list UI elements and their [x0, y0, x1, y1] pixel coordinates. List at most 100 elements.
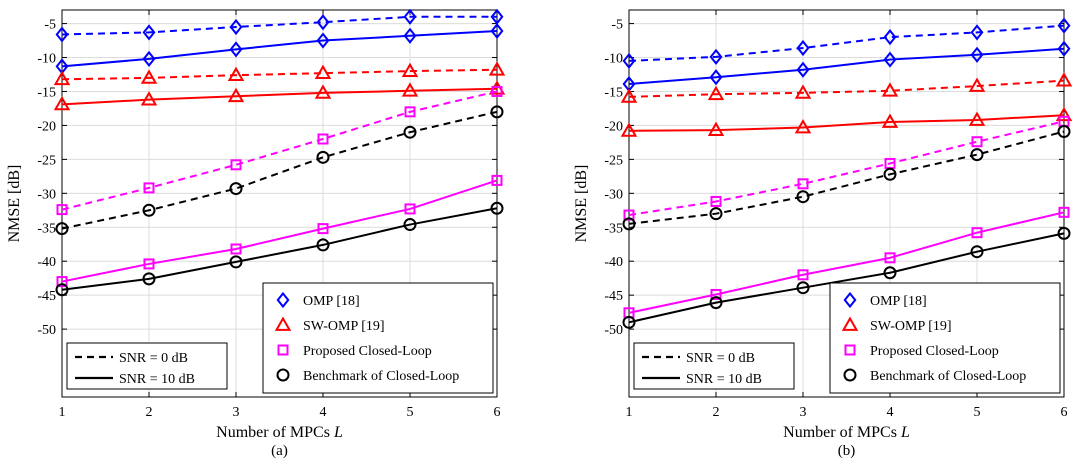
data-point-omp	[1057, 40, 1071, 57]
data-point-swomp	[1055, 72, 1073, 87]
data-point-swomp	[227, 66, 245, 82]
data-point-swomp	[140, 91, 158, 106]
x-tick-label: 6	[494, 405, 501, 420]
data-point-swomp	[488, 61, 506, 76]
data-point-omp	[55, 26, 69, 43]
data-point-benchmark	[55, 222, 69, 236]
legend-marker-swomp	[841, 316, 859, 331]
legend-label-proposed: Proposed Closed-Loop	[870, 344, 999, 359]
legend-methods: OMP [18] SW-OMP [19] Proposed Closed-Loop B…	[262, 282, 494, 394]
data-point-swomp	[881, 113, 899, 128]
legend-label-proposed: Proposed Closed-Loop	[303, 344, 432, 359]
series-line-swomp-snr0	[628, 79, 1065, 98]
data-point-proposed	[971, 227, 983, 239]
series-line-omp-snr0	[61, 15, 497, 36]
legend-snr-label: SNR = 10 dB	[686, 372, 762, 387]
data-point-swomp	[620, 122, 638, 137]
y-tick-label: -10	[37, 52, 56, 67]
data-point-omp	[403, 8, 417, 25]
series-group	[53, 8, 506, 297]
series-line-benchmark-snr10	[628, 232, 1065, 324]
y-tick-label: -45	[37, 289, 56, 304]
data-point-benchmark	[1057, 226, 1071, 240]
x-tick-label: 1	[59, 405, 66, 420]
data-point-benchmark	[142, 272, 156, 286]
x-tick-label: 5	[407, 405, 414, 420]
y-tick-label: -40	[604, 255, 623, 270]
legend-label-swomp: SW-OMP [19]	[303, 319, 385, 334]
plot-frame	[628, 9, 1065, 398]
series-line-swomp-snr10	[61, 87, 498, 106]
y-tick-label: -45	[604, 289, 623, 304]
data-point-benchmark	[970, 148, 984, 162]
data-point-swomp	[314, 84, 332, 99]
data-point-benchmark	[622, 217, 636, 231]
data-point-proposed	[971, 136, 983, 148]
data-point-benchmark	[229, 182, 243, 196]
legend-label-benchmark: Benchmark of Closed-Loop	[303, 369, 459, 384]
x-tick-label: 1	[626, 405, 633, 420]
panel-b: 1 2 3 4 5 6 -5 -10 -15 -20 -25 -30 -35 -40 -45 -50 Numbe…	[573, 9, 1073, 459]
legend-methods-box	[829, 282, 1061, 394]
data-point-swomp	[314, 64, 332, 80]
x-axis-label: Number of MPCs L	[783, 424, 910, 441]
data-point-benchmark	[796, 190, 810, 204]
data-point-swomp	[881, 82, 899, 97]
y-tick-label: -35	[604, 221, 623, 236]
data-point-omp	[709, 48, 723, 65]
legend-marker-proposed	[844, 344, 856, 356]
series-line-swomp-snr10	[628, 114, 1065, 132]
data-point-omp	[796, 39, 810, 57]
legend-label-swomp: SW-OMP [19]	[870, 319, 952, 334]
data-point-swomp	[53, 95, 71, 111]
x-tick-label: 3	[800, 405, 807, 420]
legend-label-omp: OMP [18]	[870, 294, 927, 309]
data-point-benchmark	[490, 105, 504, 119]
y-tick-label: -15	[604, 85, 623, 100]
data-point-omp	[229, 41, 243, 58]
x-tick-label: 2	[713, 405, 720, 420]
data-point-proposed	[56, 204, 68, 216]
y-tick-label: -35	[37, 221, 56, 236]
series-line-benchmark-snr10	[61, 207, 498, 291]
data-point-proposed	[143, 182, 155, 194]
data-point-proposed	[404, 106, 416, 118]
x-tick-label: 4	[320, 405, 327, 420]
legend-snr-box	[633, 342, 795, 390]
data-point-omp	[142, 24, 156, 41]
data-point-swomp	[1055, 106, 1073, 122]
series-line-omp-snr0	[628, 24, 1065, 62]
x-axis-label-variable: L	[333, 424, 343, 441]
data-point-omp	[1057, 17, 1071, 34]
data-point-proposed	[491, 85, 503, 97]
data-point-omp	[403, 27, 417, 44]
data-point-proposed	[317, 133, 329, 145]
x-axis-label: Number of MPCs L	[216, 424, 343, 441]
legend-snr-box	[66, 342, 228, 390]
series-group	[620, 17, 1073, 329]
data-point-omp	[796, 61, 810, 78]
legend-snr: SNR = 0 dB SNR = 10 dB	[633, 342, 795, 390]
y-tick-label: -50	[604, 323, 623, 338]
data-point-proposed	[797, 269, 809, 281]
y-tick-label: -5	[44, 18, 56, 33]
data-point-omp	[883, 29, 897, 46]
data-point-proposed	[404, 203, 416, 215]
data-point-swomp	[620, 88, 638, 103]
y-tick-label: -40	[37, 255, 56, 270]
y-axis-label: NMSE [dB]	[6, 165, 23, 243]
data-point-swomp	[794, 84, 812, 99]
data-point-omp	[970, 46, 984, 63]
legend-methods-box	[262, 282, 494, 394]
data-point-proposed	[797, 178, 809, 190]
series-line-benchmark-snr0	[628, 130, 1065, 225]
legend-snr-label: SNR = 0 dB	[686, 351, 755, 366]
data-point-omp	[142, 50, 156, 67]
y-tick-label: -10	[604, 52, 623, 67]
y-tick-label: -30	[37, 187, 56, 202]
data-point-swomp	[707, 121, 725, 137]
data-point-benchmark	[316, 238, 330, 252]
data-point-benchmark	[883, 167, 897, 181]
x-axis-label-variable: L	[900, 424, 910, 441]
data-point-benchmark	[403, 125, 417, 139]
